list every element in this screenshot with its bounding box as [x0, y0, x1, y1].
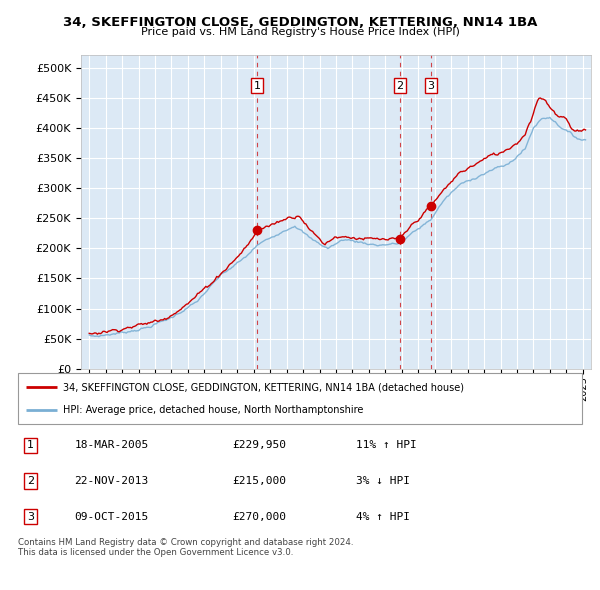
Text: 18-MAR-2005: 18-MAR-2005	[74, 440, 149, 450]
Text: 3: 3	[27, 512, 34, 522]
Text: £270,000: £270,000	[232, 512, 286, 522]
Text: £229,950: £229,950	[232, 440, 286, 450]
Text: HPI: Average price, detached house, North Northamptonshire: HPI: Average price, detached house, Nort…	[63, 405, 364, 415]
Text: Contains HM Land Registry data © Crown copyright and database right 2024.
This d: Contains HM Land Registry data © Crown c…	[18, 538, 353, 558]
Text: 34, SKEFFINGTON CLOSE, GEDDINGTON, KETTERING, NN14 1BA: 34, SKEFFINGTON CLOSE, GEDDINGTON, KETTE…	[63, 16, 537, 29]
Text: 22-NOV-2013: 22-NOV-2013	[74, 476, 149, 486]
Text: 34, SKEFFINGTON CLOSE, GEDDINGTON, KETTERING, NN14 1BA (detached house): 34, SKEFFINGTON CLOSE, GEDDINGTON, KETTE…	[63, 382, 464, 392]
Text: Price paid vs. HM Land Registry's House Price Index (HPI): Price paid vs. HM Land Registry's House …	[140, 27, 460, 37]
Text: 3: 3	[427, 81, 434, 91]
Text: £215,000: £215,000	[232, 476, 286, 486]
Text: 11% ↑ HPI: 11% ↑ HPI	[356, 440, 417, 450]
Text: 1: 1	[27, 440, 34, 450]
Text: 2: 2	[27, 476, 34, 486]
Text: 09-OCT-2015: 09-OCT-2015	[74, 512, 149, 522]
Text: 4% ↑ HPI: 4% ↑ HPI	[356, 512, 410, 522]
Text: 3% ↓ HPI: 3% ↓ HPI	[356, 476, 410, 486]
Text: 2: 2	[397, 81, 404, 91]
Text: 1: 1	[254, 81, 260, 91]
